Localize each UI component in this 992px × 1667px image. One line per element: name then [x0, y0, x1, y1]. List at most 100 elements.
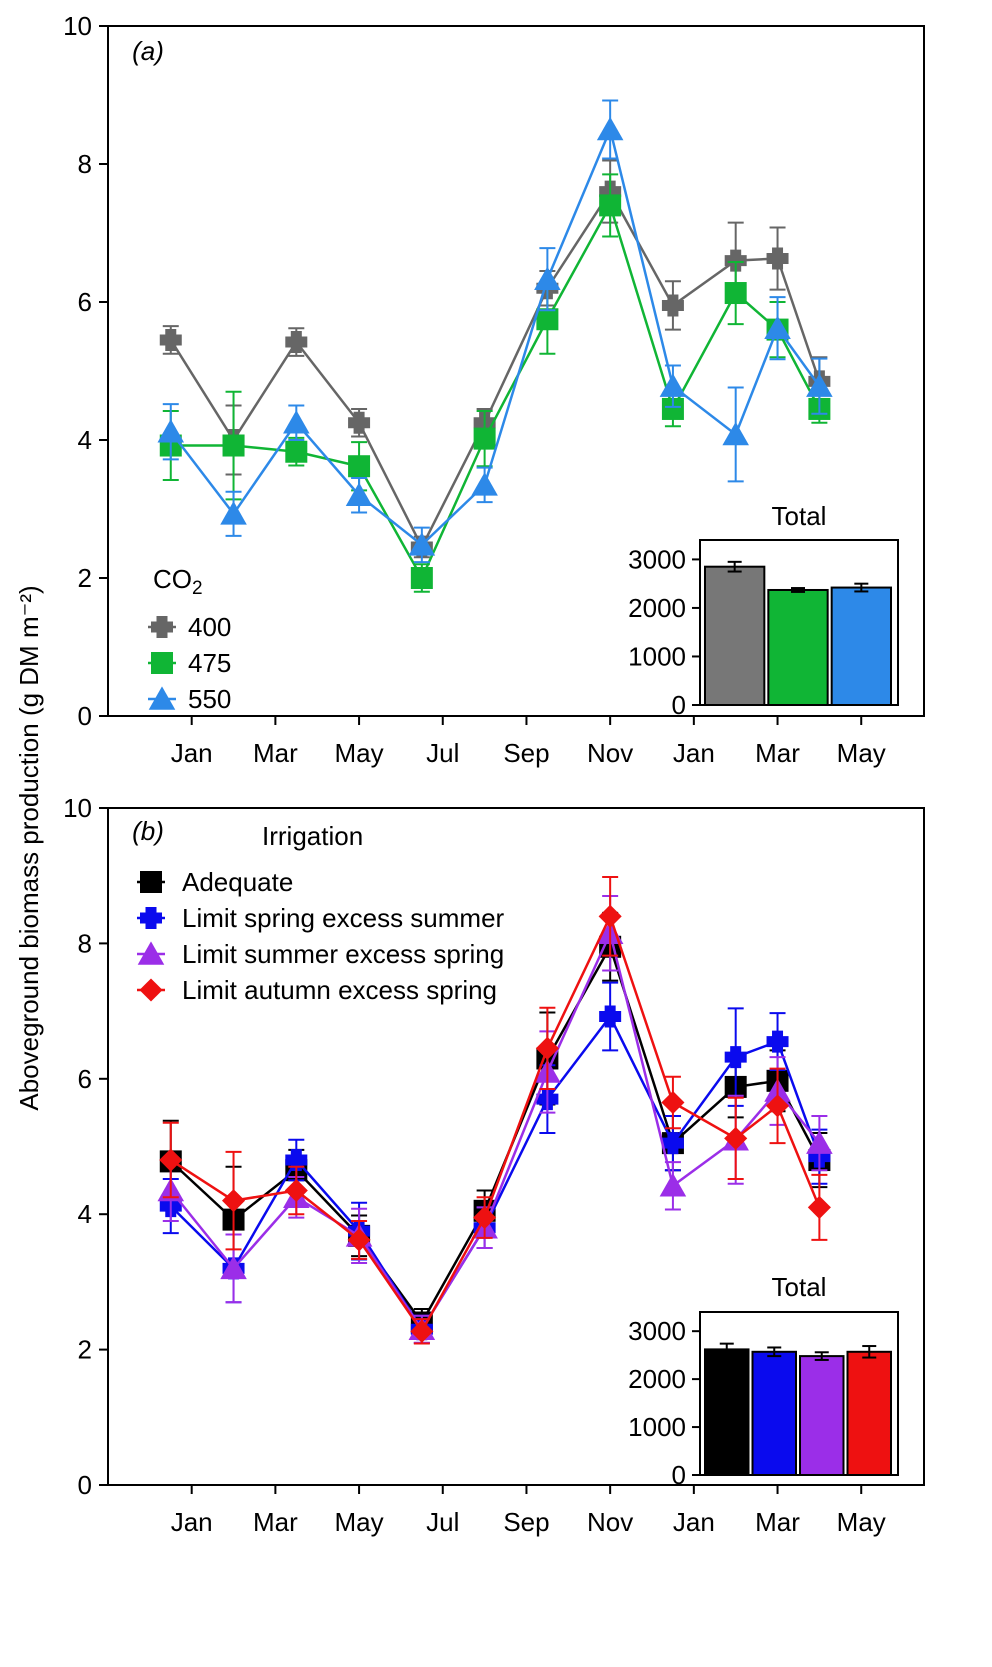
- legend-label: Limit summer excess spring: [182, 939, 504, 969]
- x-tick-label: Nov: [587, 738, 633, 768]
- plot-frame: [107, 807, 925, 1486]
- data-point: [596, 116, 624, 141]
- legend-title: Irrigation: [262, 821, 363, 851]
- data-point: [661, 294, 684, 317]
- inset-bar: [704, 1348, 750, 1477]
- data-point: [724, 282, 747, 305]
- data-point: [284, 1178, 308, 1203]
- data-point: [766, 1030, 789, 1053]
- data-point: [283, 410, 310, 434]
- legend-marker: [140, 907, 162, 929]
- data-point: [599, 1005, 622, 1028]
- x-tick-label: Jan: [171, 738, 213, 768]
- data-point: [598, 904, 622, 928]
- x-tick-label: Jan: [171, 1507, 213, 1537]
- data-point: [599, 194, 622, 217]
- data-point: [724, 249, 747, 272]
- x-tick-label: Jul: [426, 738, 459, 768]
- data-point: [659, 373, 687, 397]
- y-tick-label: 2: [78, 1335, 92, 1365]
- legend-entry: Limit spring excess summer: [137, 903, 505, 933]
- data-point: [806, 373, 833, 397]
- x-tick-label: Sep: [503, 738, 549, 768]
- inset-total-chart: Total 0 1000 2000 3000: [628, 501, 899, 720]
- y-tick-label: 0: [78, 701, 92, 731]
- data-point: [473, 427, 496, 450]
- inset-y-tick-label: 2000: [628, 1364, 686, 1394]
- series-limit-spring-excess-summer: [159, 981, 831, 1344]
- data-point: [724, 1126, 748, 1150]
- data-point: [766, 247, 789, 270]
- inset-y-tick-label: 3000: [628, 544, 686, 574]
- data-point: [659, 1173, 687, 1197]
- x-tick-label: Mar: [253, 1507, 298, 1537]
- y-tick-label: 6: [78, 287, 92, 317]
- data-point: [157, 419, 185, 443]
- data-point: [285, 440, 308, 463]
- legend-marker: [148, 686, 176, 710]
- inset-bar: [799, 1355, 845, 1476]
- data-point: [221, 1189, 246, 1213]
- legend-entry: Adequate: [137, 867, 293, 897]
- x-tick-label: May: [335, 738, 384, 768]
- data-point: [724, 1046, 747, 1069]
- legend-marker: [151, 652, 173, 674]
- y-tick-label: 8: [78, 928, 92, 958]
- data-point: [159, 328, 182, 351]
- series-limit-autumn-excess-spring: [159, 876, 831, 1345]
- y-tick-label: 0: [78, 1470, 92, 1500]
- y-axis-label: Aboveground biomass production (g DM m⁻²…: [14, 585, 44, 1110]
- inset-y-tick-label: 2000: [628, 593, 686, 623]
- y-tick-label: 10: [63, 793, 92, 823]
- x-tick-label: Jan: [673, 1507, 715, 1537]
- inset-y-tick-label: 3000: [628, 1316, 686, 1346]
- inset-bar: [830, 586, 893, 707]
- panel-label: (a): [132, 36, 164, 66]
- x-tick-label: May: [837, 738, 886, 768]
- legend-marker: [139, 978, 163, 1002]
- legend-label: Limit autumn excess spring: [182, 975, 497, 1005]
- data-point: [722, 421, 749, 446]
- data-point: [410, 1319, 434, 1343]
- data-point: [345, 482, 373, 506]
- data-point: [765, 1094, 790, 1118]
- legend-label: Adequate: [182, 867, 293, 897]
- data-point: [471, 472, 498, 496]
- legend-entry: 400: [148, 612, 231, 642]
- panel-a-co2: 0 2 4 6 8 10 Jan Mar May Jul Sep Nov Jan Mar May (a) CO2…: [63, 11, 925, 768]
- legend-label: 400: [188, 612, 231, 642]
- x-tick-label: Mar: [755, 738, 800, 768]
- inset-bar: [767, 588, 829, 706]
- y-tick-label: 4: [78, 1199, 92, 1229]
- x-tick-label: May: [837, 1507, 886, 1537]
- data-point: [285, 331, 308, 354]
- data-point: [661, 397, 684, 420]
- panel-b-irrigation: 0 2 4 6 8 10 Jan Mar May Jul Sep Nov Jan Mar May (b) Irr…: [63, 793, 925, 1537]
- legend-entry: Limit summer excess spring: [137, 939, 504, 969]
- x-tick-label: Mar: [253, 738, 298, 768]
- series-line: [170, 912, 821, 1334]
- series-line: [169, 1014, 821, 1332]
- x-tick-label: May: [335, 1507, 384, 1537]
- y-tick-label: 8: [78, 149, 92, 179]
- data-point: [348, 411, 371, 434]
- data-point: [807, 1195, 831, 1219]
- series-475: [159, 173, 831, 593]
- inset-bar: [751, 1350, 797, 1476]
- x-tick-label: Mar: [755, 1507, 800, 1537]
- data-point: [347, 1228, 371, 1252]
- x-tick-label: Jul: [426, 1507, 459, 1537]
- data-point: [536, 308, 559, 331]
- data-point: [661, 1132, 684, 1155]
- data-point: [535, 1036, 559, 1060]
- data-point: [222, 434, 245, 457]
- data-point: [764, 315, 791, 339]
- y-tick-label: 6: [78, 1064, 92, 1094]
- data-point: [285, 1149, 308, 1172]
- inset-bar: [704, 565, 766, 706]
- plot-frame: [107, 25, 925, 717]
- series-line: [169, 125, 821, 547]
- legend-marker: [151, 616, 173, 638]
- data-point: [473, 1206, 497, 1230]
